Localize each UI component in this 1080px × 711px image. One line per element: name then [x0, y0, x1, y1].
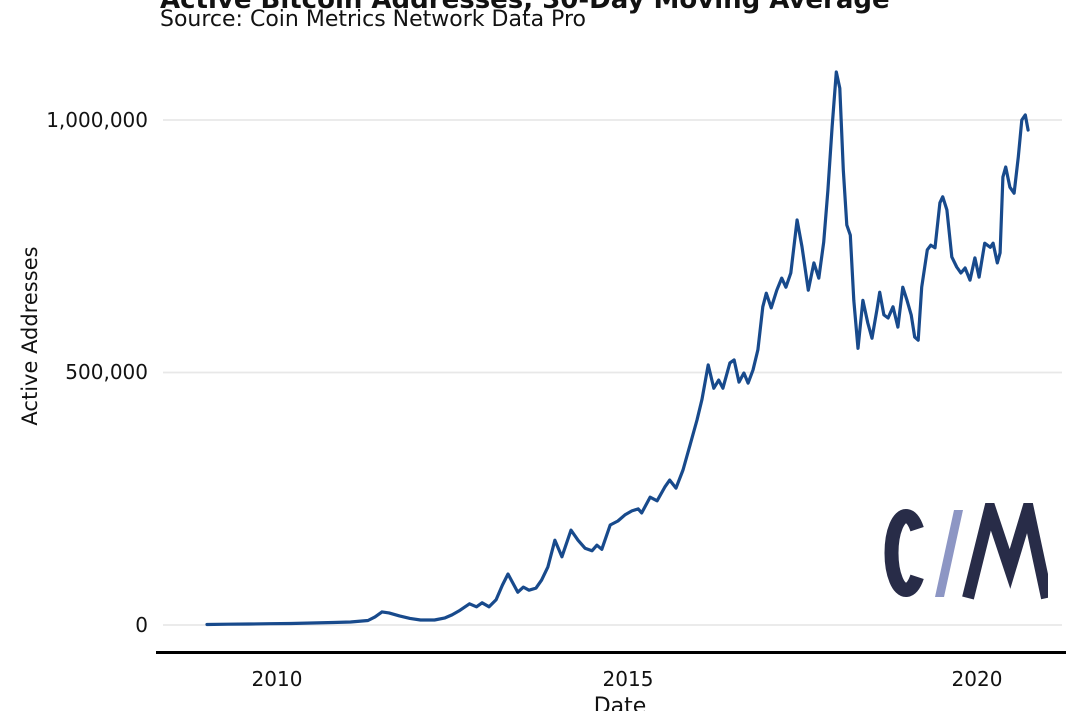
y-tick-label-0: 0	[135, 613, 148, 637]
x-tick-label-2020: 2020	[951, 667, 1003, 691]
y-tick-label-500000: 500,000	[65, 360, 148, 384]
x-tick-label-2015: 2015	[602, 667, 654, 691]
x-axis-title: Date	[593, 694, 647, 711]
logo-letter-c	[884, 509, 924, 597]
page-title: Active Bitcoin Addresses, 30-Day Moving …	[160, 0, 890, 15]
active-addresses-line	[205, 70, 1030, 627]
page-subtitle: Source: Coin Metrics Network Data Pro	[160, 7, 586, 32]
gridlines	[163, 119, 1062, 626]
y-axis-title: Active Addresses	[18, 246, 42, 426]
coin-metrics-logo	[884, 503, 1048, 600]
y-tick-label-1000000: 1,000,000	[46, 108, 148, 132]
logo-letter-m	[962, 503, 1048, 600]
x-tick-label-2010: 2010	[251, 667, 303, 691]
logo-slash-icon	[935, 510, 963, 597]
